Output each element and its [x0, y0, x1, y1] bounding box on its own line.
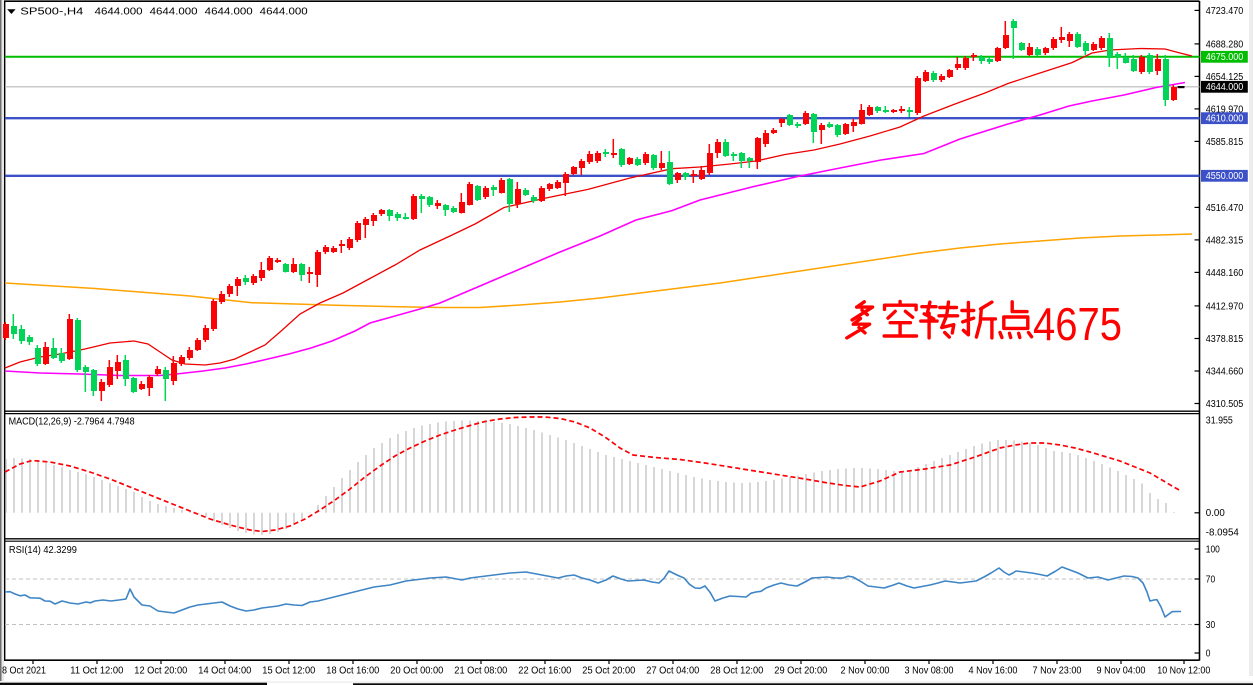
svg-text:9 Nov 04:00: 9 Nov 04:00 — [1097, 665, 1146, 676]
svg-text:25 Oct 20:00: 25 Oct 20:00 — [582, 665, 635, 676]
svg-text:12 Oct 20:00: 12 Oct 20:00 — [134, 665, 187, 676]
svg-text:4482.315: 4482.315 — [1206, 235, 1244, 246]
svg-text:4619.970: 4619.970 — [1206, 104, 1244, 115]
svg-text:14 Oct 04:00: 14 Oct 04:00 — [198, 665, 251, 676]
svg-text:21 Oct 08:00: 21 Oct 08:00 — [454, 665, 507, 676]
svg-text:4378.815: 4378.815 — [1206, 334, 1244, 345]
svg-text:100: 100 — [1206, 544, 1220, 555]
svg-text:4644.000: 4644.000 — [260, 7, 308, 18]
svg-text:4610.000: 4610.000 — [1206, 114, 1244, 125]
svg-text:27 Oct 04:00: 27 Oct 04:00 — [646, 665, 699, 676]
svg-text:4654.125: 4654.125 — [1206, 72, 1244, 83]
svg-text:29 Oct 20:00: 29 Oct 20:00 — [774, 665, 827, 676]
svg-text:7 Nov 23:00: 7 Nov 23:00 — [1033, 665, 1082, 676]
svg-text:4723.470: 4723.470 — [1206, 6, 1244, 17]
svg-text:4310.505: 4310.505 — [1206, 399, 1244, 410]
svg-text:-8.0954: -8.0954 — [1206, 527, 1239, 538]
svg-text:RSI(14) 42.3299: RSI(14) 42.3299 — [9, 545, 77, 556]
svg-text:4675: 4675 — [1033, 298, 1122, 350]
svg-text:18 Oct 16:00: 18 Oct 16:00 — [326, 665, 379, 676]
svg-text:15 Oct 12:00: 15 Oct 12:00 — [262, 665, 315, 676]
svg-text:4516.470: 4516.470 — [1206, 203, 1244, 214]
svg-text:4 Nov 16:00: 4 Nov 16:00 — [969, 665, 1018, 676]
svg-text:10 Nov 12:00: 10 Nov 12:00 — [1157, 665, 1210, 676]
svg-text:4644.000: 4644.000 — [205, 7, 253, 18]
svg-text:4644.000: 4644.000 — [95, 7, 143, 18]
svg-text:4644.000: 4644.000 — [150, 7, 198, 18]
svg-text:30: 30 — [1206, 620, 1216, 631]
svg-text:20 Oct 00:00: 20 Oct 00:00 — [390, 665, 443, 676]
svg-text:MACD(12,26,9) -2.7964 4.7948: MACD(12,26,9) -2.7964 4.7948 — [9, 417, 135, 428]
svg-text:4344.660: 4344.660 — [1206, 366, 1244, 377]
svg-text:8 Oct 2021: 8 Oct 2021 — [2, 665, 46, 676]
svg-text:22 Oct 16:00: 22 Oct 16:00 — [518, 665, 571, 676]
svg-text:4448.160: 4448.160 — [1206, 268, 1244, 279]
svg-text:4644.000: 4644.000 — [1206, 82, 1244, 93]
svg-text:3 Nov 08:00: 3 Nov 08:00 — [905, 665, 954, 676]
svg-text:0: 0 — [1206, 648, 1211, 659]
svg-text:2 Nov 00:00: 2 Nov 00:00 — [841, 665, 890, 676]
svg-text:0.00: 0.00 — [1206, 508, 1225, 519]
svg-text:28 Oct 12:00: 28 Oct 12:00 — [710, 665, 763, 676]
svg-text:4412.970: 4412.970 — [1206, 301, 1244, 312]
svg-text:4550.000: 4550.000 — [1206, 171, 1244, 182]
svg-text:70: 70 — [1206, 574, 1216, 585]
svg-text:11 Oct 12:00: 11 Oct 12:00 — [70, 665, 123, 676]
svg-text:4585.815: 4585.815 — [1206, 137, 1244, 148]
svg-text:31.955: 31.955 — [1206, 415, 1233, 426]
svg-text:4675.000: 4675.000 — [1206, 52, 1244, 63]
svg-text:SP500-,H4: SP500-,H4 — [20, 7, 84, 18]
svg-text:4688.280: 4688.280 — [1206, 39, 1244, 50]
